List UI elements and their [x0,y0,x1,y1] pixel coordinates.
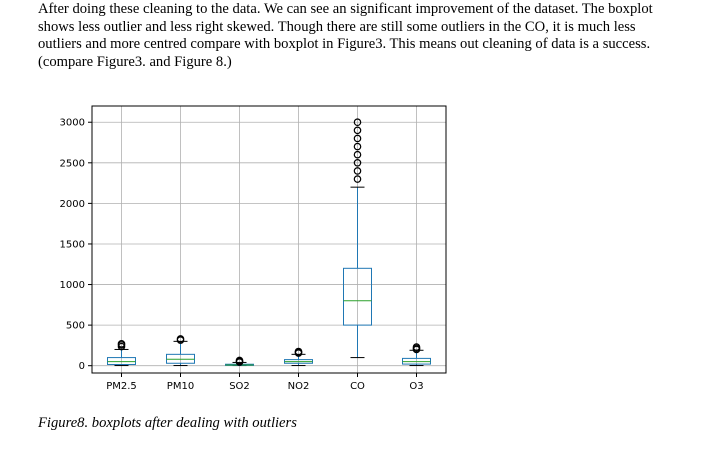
x-tick-label: PM10 [167,381,194,392]
plot-frame [92,106,446,373]
y-tick-label: 500 [66,321,85,332]
grid [92,106,446,373]
x-tick-label: PM2.5 [106,381,137,392]
y-tick-label: 1000 [60,280,85,291]
y-tick-label: 2500 [60,158,85,169]
y-tick-label: 3000 [60,118,85,129]
y-axis: 0 500 1000 1500 2000 2500 3000 [60,118,92,372]
boxes [108,119,431,366]
x-tick-label: O3 [409,381,423,392]
x-tick-label: NO2 [288,381,310,392]
figure-caption: Figure8. boxplots after dealing with out… [38,415,297,432]
y-tick-label: 0 [79,361,85,372]
x-tick-label: SO2 [229,381,250,392]
x-axis: PM2.5 PM10 SO2 NO2 CO O3 [106,373,423,392]
y-tick-label: 2000 [60,199,85,210]
y-tick-label: 1500 [60,239,85,250]
x-tick-label: CO [350,381,365,392]
